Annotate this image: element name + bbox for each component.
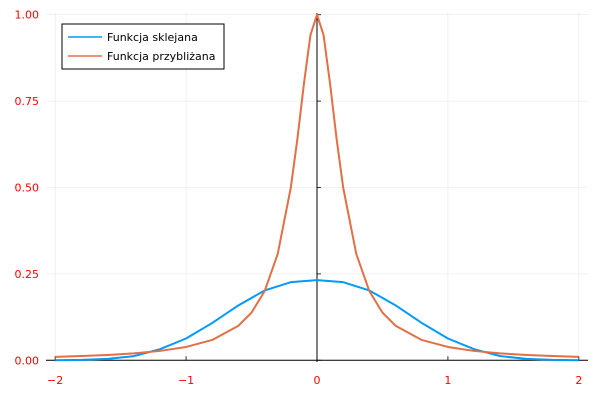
y-tick-label: 0.00 — [15, 354, 40, 367]
axes — [46, 13, 588, 362]
y-tick-label: 0.75 — [15, 95, 40, 108]
x-tick-label: 0 — [314, 374, 321, 387]
x-tick-label: −1 — [178, 374, 194, 387]
series-line-funkcja-sklejana — [55, 279, 579, 362]
legend: Funkcja sklejana Funkcja przybliżana — [61, 23, 225, 70]
y-tick-label: 0.50 — [15, 182, 40, 195]
series-lines — [55, 13, 579, 362]
y-tick-label: 0.25 — [15, 268, 40, 281]
legend-box — [61, 23, 225, 70]
legend-label-funkcja-sklejana: Funkcja sklejana — [107, 31, 198, 44]
y-tick-label: 1.00 — [15, 9, 40, 22]
tick-labels: −2 −1 0 1 2 0.00 0.25 0.50 0.75 1.00 — [15, 9, 583, 387]
legend-label-funkcja-przyblizana: Funkcja przybliżana — [107, 50, 216, 63]
x-tick-label: 2 — [575, 374, 582, 387]
x-tick-label: 1 — [444, 374, 451, 387]
x-tick-label: −2 — [47, 374, 63, 387]
series-line-funkcja-przyblizana — [55, 13, 579, 358]
